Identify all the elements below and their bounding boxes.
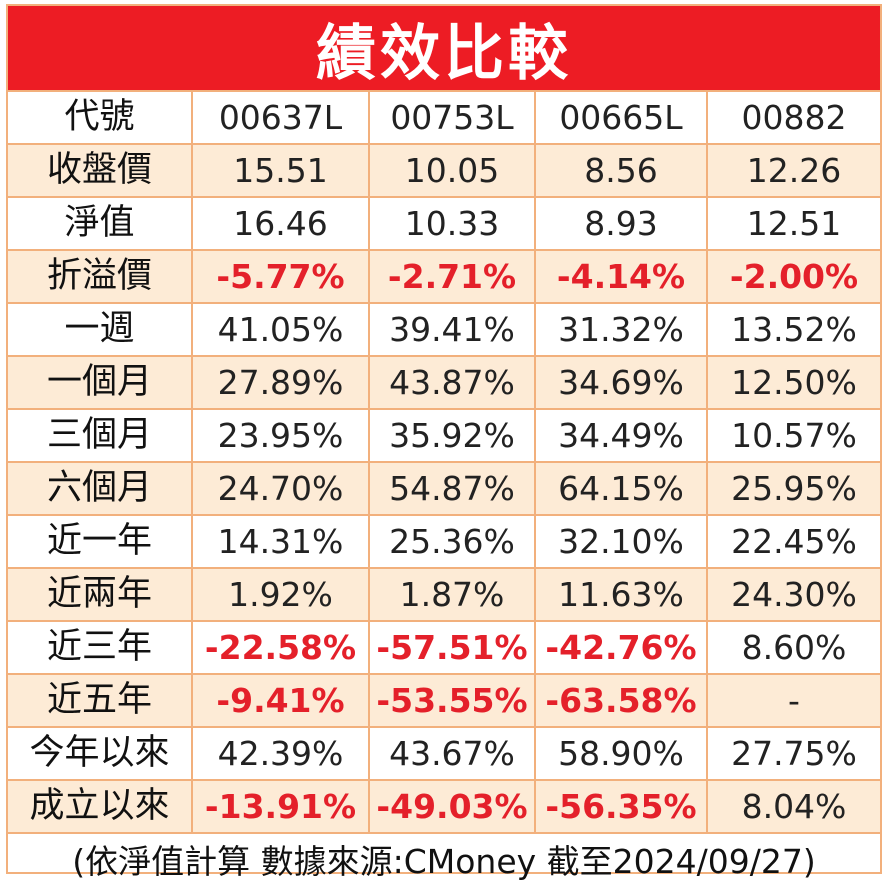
table-cell: -9.41% <box>192 674 370 728</box>
table-cell: 39.41% <box>369 303 536 357</box>
table-cell: 64.15% <box>535 462 708 516</box>
table-cell: 32.10% <box>535 515 708 569</box>
table-cell: 27.75% <box>707 727 880 781</box>
row-label: 代號 <box>8 92 193 145</box>
performance-table-body: 代號 00637L 00753L 00665L 00882 收盤價 15.51 10.05 8.… <box>8 92 880 834</box>
table-cell: - <box>707 674 880 728</box>
table-cell: -49.03% <box>369 780 536 834</box>
table-cell: 34.69% <box>535 356 708 410</box>
table-row: 六個月 24.70% 54.87% 64.15% 25.95% <box>8 462 880 516</box>
row-label: 六個月 <box>8 462 193 516</box>
table-cell: -2.00% <box>707 250 880 304</box>
table-cell: 00665L <box>535 92 708 145</box>
row-label: 淨值 <box>8 197 193 251</box>
table-cell: 16.46 <box>192 197 370 251</box>
table-cell: 27.89% <box>192 356 370 410</box>
table-cell: 1.92% <box>192 568 370 622</box>
table-row: 代號 00637L 00753L 00665L 00882 <box>8 92 880 145</box>
table-cell: 25.95% <box>707 462 880 516</box>
table-cell: -63.58% <box>535 674 708 728</box>
data-source-note: (依淨值計算 數據來源:CMoney 截至2024/09/27) <box>72 842 816 881</box>
table-row: 三個月 23.95% 35.92% 34.49% 10.57% <box>8 409 880 463</box>
table-row: 收盤價 15.51 10.05 8.56 12.26 <box>8 144 880 198</box>
table-cell: -53.55% <box>369 674 536 728</box>
table-cell: -4.14% <box>535 250 708 304</box>
table-cell: -42.76% <box>535 621 708 675</box>
table-cell: 14.31% <box>192 515 370 569</box>
table-cell: 10.33 <box>369 197 536 251</box>
table-cell: 1.87% <box>369 568 536 622</box>
table-cell: 8.60% <box>707 621 880 675</box>
table-row: 今年以來 42.39% 43.67% 58.90% 27.75% <box>8 727 880 781</box>
table-cell: 00882 <box>707 92 880 145</box>
row-label: 近一年 <box>8 515 193 569</box>
table-cell: -5.77% <box>192 250 370 304</box>
table-cell: -2.71% <box>369 250 536 304</box>
performance-comparison-card: 績效比較 代號 00637L 00753L 00665L 00882 收盤價 15.51 10… <box>6 4 882 881</box>
table-cell: 11.63% <box>535 568 708 622</box>
table-row: 近兩年 1.92% 1.87% 11.63% 24.30% <box>8 568 880 622</box>
table-cell: 42.39% <box>192 727 370 781</box>
table-row: 一週 41.05% 39.41% 31.32% 13.52% <box>8 303 880 357</box>
table-cell: -22.58% <box>192 621 370 675</box>
row-label: 近三年 <box>8 621 193 675</box>
row-label: 今年以來 <box>8 727 193 781</box>
row-label: 近兩年 <box>8 568 193 622</box>
table-cell: 41.05% <box>192 303 370 357</box>
table-cell: 00637L <box>192 92 370 145</box>
table-cell: 22.45% <box>707 515 880 569</box>
table-cell: 58.90% <box>535 727 708 781</box>
performance-table: 代號 00637L 00753L 00665L 00882 收盤價 15.51 10.05 8.… <box>8 92 880 834</box>
table-cell: 8.56 <box>535 144 708 198</box>
row-label: 折溢價 <box>8 250 193 304</box>
row-label: 收盤價 <box>8 144 193 198</box>
table-cell: 43.87% <box>369 356 536 410</box>
table-title: 績效比較 <box>8 6 880 92</box>
row-label: 一個月 <box>8 356 193 410</box>
table-cell: -57.51% <box>369 621 536 675</box>
row-label: 近五年 <box>8 674 193 728</box>
table-row: 近一年 14.31% 25.36% 32.10% 22.45% <box>8 515 880 569</box>
row-label: 三個月 <box>8 409 193 463</box>
table-cell: -13.91% <box>192 780 370 834</box>
table-row: 淨值 16.46 10.33 8.93 12.51 <box>8 197 880 251</box>
table-row: 近三年 -22.58% -57.51% -42.76% 8.60% <box>8 621 880 675</box>
table-cell: 23.95% <box>192 409 370 463</box>
table-cell: 54.87% <box>369 462 536 516</box>
table-cell: 13.52% <box>707 303 880 357</box>
table-cell: 10.57% <box>707 409 880 463</box>
table-cell: 8.04% <box>707 780 880 834</box>
table-cell: 43.67% <box>369 727 536 781</box>
table-cell: 12.26 <box>707 144 880 198</box>
table-cell: 24.30% <box>707 568 880 622</box>
table-row: 一個月 27.89% 43.87% 34.69% 12.50% <box>8 356 880 410</box>
row-label: 一週 <box>8 303 193 357</box>
table-cell: 8.93 <box>535 197 708 251</box>
row-label: 成立以來 <box>8 780 193 834</box>
table-cell: 35.92% <box>369 409 536 463</box>
table-cell: 12.50% <box>707 356 880 410</box>
table-cell: 31.32% <box>535 303 708 357</box>
table-cell: 00753L <box>369 92 536 145</box>
table-cell: 25.36% <box>369 515 536 569</box>
table-cell: 24.70% <box>192 462 370 516</box>
table-cell: 12.51 <box>707 197 880 251</box>
table-cell: 15.51 <box>192 144 370 198</box>
table-cell: 10.05 <box>369 144 536 198</box>
table-cell: -56.35% <box>535 780 708 834</box>
table-cell: 34.49% <box>535 409 708 463</box>
table-row: 折溢價 -5.77% -2.71% -4.14% -2.00% <box>8 250 880 304</box>
table-row: 近五年 -9.41% -53.55% -63.58% - <box>8 674 880 728</box>
table-row: 成立以來 -13.91% -49.03% -56.35% 8.04% <box>8 780 880 834</box>
